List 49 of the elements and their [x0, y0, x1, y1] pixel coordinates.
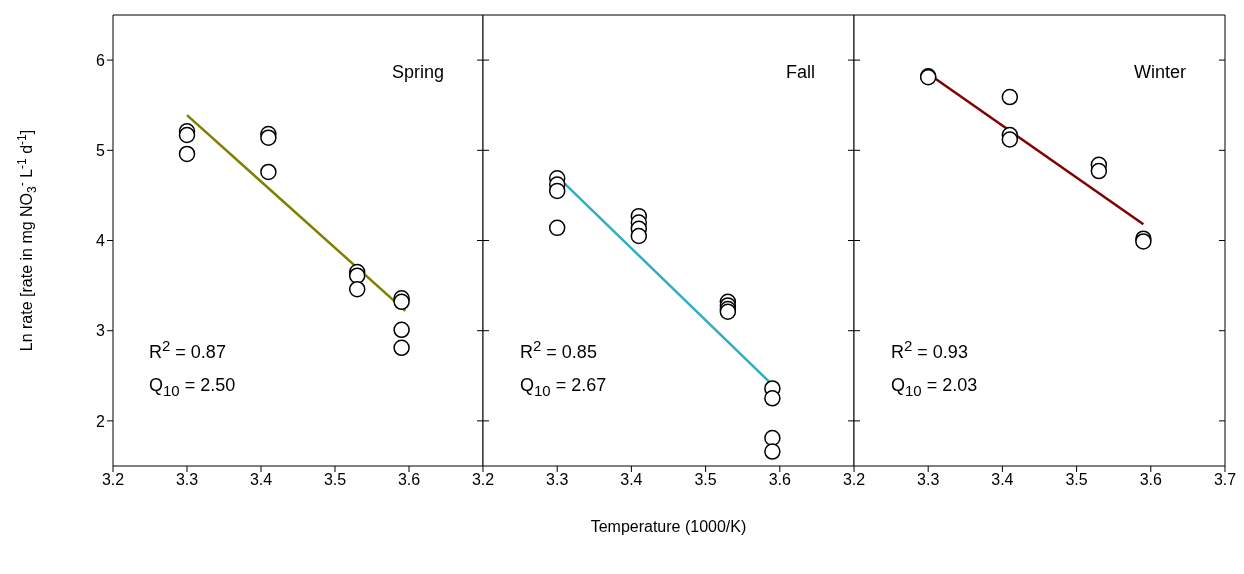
- y-tick-label: 3: [96, 322, 106, 340]
- text: Winter: [1133, 62, 1186, 83]
- x-tick-label: 3.5: [694, 471, 717, 489]
- point: [764, 443, 781, 460]
- point: [178, 145, 196, 163]
- point: [348, 280, 366, 298]
- x-tick-label: 3.6: [1139, 471, 1163, 489]
- point: [764, 390, 781, 407]
- point: [393, 339, 410, 357]
- point: [393, 321, 410, 339]
- x-tick-label: 3.2: [842, 471, 866, 489]
- point: [1001, 88, 1019, 106]
- point: [548, 182, 566, 200]
- x-axis-title: Temperature (1000/K): [590, 518, 747, 535]
- y-tick-label: 5: [96, 141, 106, 159]
- x-tick-label: 3.5: [323, 471, 347, 489]
- x-tick-label: 3.4: [620, 471, 643, 489]
- y-tick-label: 4: [96, 232, 106, 250]
- y-tick-label: 6: [96, 51, 106, 69]
- point: [764, 429, 781, 447]
- annotation: Q$_{10}$ = 2.67: [520, 375, 607, 399]
- x-tick-label: 3.2: [101, 471, 125, 489]
- x-tick-label: 3.3: [546, 471, 569, 489]
- x-tick-label: 3.2: [471, 471, 495, 489]
- x-tick-label: 3.4: [249, 471, 273, 489]
- point: [260, 129, 277, 146]
- annotation: R$^{2}$ = 0.93: [891, 337, 968, 363]
- annotation: R$^{2}$ = 0.85: [520, 337, 597, 363]
- text: Spring: [390, 62, 444, 83]
- point: [393, 293, 410, 311]
- y-tick-label: 2: [96, 412, 106, 430]
- point: [1090, 162, 1108, 180]
- point: [1001, 131, 1019, 148]
- x-tick-label: 3.3: [917, 471, 940, 489]
- x-tick-label: 3.4: [991, 471, 1014, 489]
- x-tick-label: 3.5: [1065, 471, 1088, 489]
- x-tick-label: 3.3: [175, 471, 199, 489]
- annotation: Q$_{10}$ = 2.50: [149, 375, 236, 399]
- point: [348, 267, 366, 284]
- point: [630, 227, 648, 245]
- x-tick-label: 3.7: [1213, 471, 1237, 489]
- x-tick-label: 3.6: [397, 471, 421, 489]
- point: [260, 163, 277, 181]
- annotation: Q$_{10}$ = 2.03: [891, 375, 978, 399]
- text: Fall: [785, 62, 815, 83]
- point: [548, 219, 566, 237]
- annotation: R$^{2}$ = 0.87: [149, 337, 226, 363]
- point: [178, 126, 196, 144]
- x-tick-label: 3.6: [768, 471, 792, 489]
